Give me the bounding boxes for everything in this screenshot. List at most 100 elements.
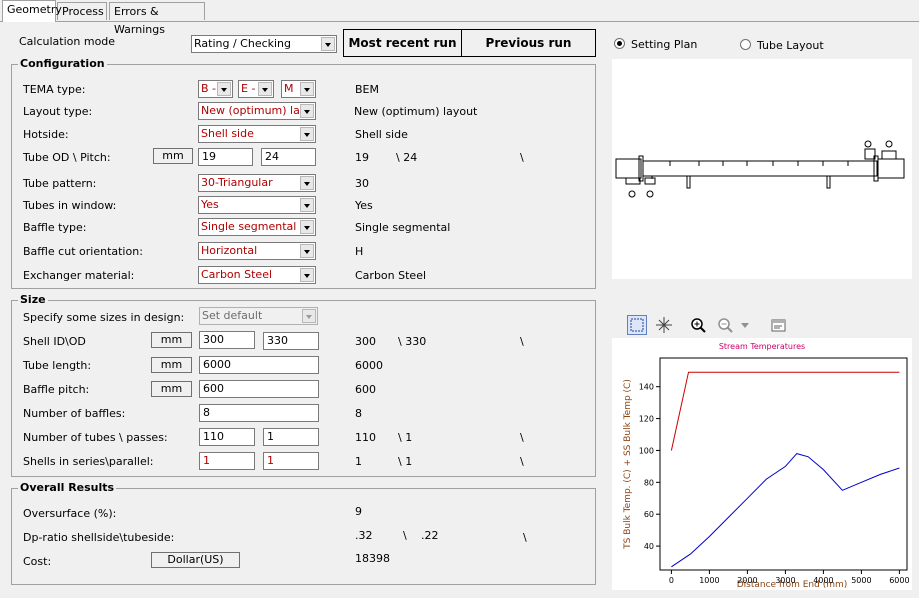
- crosshair-icon[interactable]: [654, 315, 674, 335]
- y-tick-label: 40: [644, 542, 654, 551]
- chart-title: Stream Temperatures: [719, 342, 805, 351]
- dp-ratio-tube: .22: [421, 529, 439, 542]
- baffle-pitch-value: 600: [203, 382, 224, 395]
- num-tubes-label: Number of tubes \ passes:: [23, 431, 168, 444]
- tube-pitch-value: 24: [265, 150, 279, 163]
- tube-pitch-result: \ 24: [396, 151, 418, 164]
- specify-sizes-select[interactable]: Set default: [199, 307, 318, 325]
- dp-ratio-sep: \: [403, 529, 407, 542]
- num-passes-input[interactable]: 1: [263, 428, 319, 446]
- tab-errors-warnings[interactable]: Errors & Warnings: [109, 2, 205, 36]
- shells-series-value: 1: [203, 454, 210, 467]
- tube-length-result: 6000: [355, 359, 383, 372]
- zoom-in-icon[interactable]: [688, 315, 708, 335]
- chart-ticks: 0 1000 2000 3000 4000 5000 6000 40 60 80 100 120 140: [639, 383, 910, 585]
- shell-unit-button[interactable]: mm: [151, 332, 192, 348]
- baffle-cut-select[interactable]: Horizontal: [198, 242, 316, 260]
- tema-shell-value: E -: [241, 82, 256, 95]
- num-tubes-input[interactable]: 110: [199, 428, 255, 446]
- tab-bar: Geometry Process Errors & Warnings: [0, 0, 919, 36]
- tube-length-input[interactable]: 6000: [199, 356, 319, 374]
- dp-ratio-shell: .32: [355, 529, 373, 542]
- chevron-down-icon: [302, 309, 316, 323]
- hotside-label: Hotside:: [23, 128, 69, 141]
- cost-unit-button[interactable]: Dollar(US): [151, 552, 240, 568]
- num-tubes-result-sep: \: [520, 431, 524, 444]
- tema-type-result: BEM: [355, 83, 379, 96]
- tube-od-pitch-label: Tube OD \ Pitch:: [23, 151, 111, 164]
- tube-pattern-label: Tube pattern:: [23, 177, 97, 190]
- tab-process-label: Process: [62, 5, 104, 18]
- setting-plan-panel: [612, 59, 912, 279]
- num-baffles-input[interactable]: 8: [199, 404, 319, 422]
- tube-od-input[interactable]: 19: [198, 148, 253, 166]
- x-tick-label: 1000: [699, 576, 719, 585]
- configuration-group: Configuration: [11, 57, 596, 289]
- baffle-pitch-input[interactable]: 600: [199, 380, 319, 398]
- baffle-pitch-result: 600: [355, 383, 376, 396]
- material-result: Carbon Steel: [355, 269, 427, 282]
- tema-rear-select[interactable]: M: [281, 80, 316, 98]
- num-passes-result: \ 1: [398, 431, 413, 444]
- calc-mode-select[interactable]: Rating / Checking: [191, 35, 337, 53]
- tema-shell-select[interactable]: E -: [238, 80, 274, 98]
- properties-icon[interactable]: [769, 315, 789, 335]
- chevron-down-icon: [300, 244, 314, 258]
- series-line-0: [670, 371, 900, 451]
- most-recent-run-button[interactable]: Most recent run: [343, 29, 462, 57]
- configuration-title: Configuration: [18, 57, 107, 70]
- baffle-pitch-unit-button[interactable]: mm: [151, 381, 192, 397]
- shells-series-result: 1: [355, 455, 362, 468]
- tube-od-result-sep: \: [520, 151, 524, 164]
- chart-toolbar: [612, 312, 912, 338]
- num-baffles-value: 8: [203, 406, 210, 419]
- x-tick-label: 6000: [889, 576, 909, 585]
- shell-od-value: 330: [267, 334, 288, 347]
- material-value: Carbon Steel: [201, 268, 273, 281]
- select-box-icon[interactable]: [627, 315, 647, 335]
- tema-front-select[interactable]: B -: [198, 80, 233, 98]
- baffle-type-result: Single segmental: [355, 221, 451, 234]
- shell-id-value: 300: [203, 333, 224, 346]
- tube-length-unit-button[interactable]: mm: [151, 357, 192, 373]
- hotside-select[interactable]: Shell side: [198, 125, 316, 143]
- layout-type-value: New (optimum) layout: [201, 104, 299, 117]
- chevron-down-icon: [217, 82, 231, 96]
- tube-layout-radio[interactable]: [740, 39, 751, 50]
- overall-results-title: Overall Results: [18, 481, 117, 494]
- dp-ratio-label: Dp-ratio shellside\tubeside:: [23, 531, 175, 544]
- x-tick-label: 3000: [775, 576, 795, 585]
- baffle-cut-value: Horizontal: [201, 244, 258, 257]
- shells-parallel-result: \ 1: [398, 455, 413, 468]
- dropdown-arrow-icon[interactable]: [738, 315, 752, 335]
- previous-run-button[interactable]: Previous run: [461, 29, 596, 57]
- tema-type-label: TEMA type:: [23, 83, 86, 96]
- baffle-pitch-label: Baffle pitch:: [23, 383, 90, 396]
- tema-front-value: B -: [201, 82, 217, 95]
- shell-id-input[interactable]: 300: [199, 331, 255, 349]
- shells-parallel-input[interactable]: 1: [263, 452, 319, 470]
- material-select[interactable]: Carbon Steel: [198, 266, 316, 284]
- tube-pitch-input[interactable]: 24: [261, 148, 316, 166]
- oversurface-label: Oversurface (%):: [23, 507, 117, 520]
- tab-process[interactable]: Process: [57, 2, 107, 20]
- chevron-down-icon: [300, 198, 314, 212]
- setting-plan-radio[interactable]: [614, 38, 625, 49]
- baffle-type-select[interactable]: Single segmental: [198, 218, 316, 236]
- shells-series-input[interactable]: 1: [199, 452, 255, 470]
- layout-type-select[interactable]: New (optimum) layout: [198, 102, 316, 120]
- tube-od-unit-button[interactable]: mm: [153, 148, 193, 164]
- baffle-cut-result: H: [355, 245, 364, 258]
- tube-pattern-select[interactable]: 30-Triangular: [198, 174, 316, 192]
- tubes-in-window-select[interactable]: Yes: [198, 196, 316, 214]
- size-group: Size: [11, 293, 596, 477]
- chevron-down-icon: [321, 37, 335, 51]
- tubes-in-window-label: Tubes in window:: [23, 199, 117, 212]
- shell-od-input[interactable]: 330: [263, 332, 319, 350]
- tubes-in-window-result: Yes: [355, 199, 373, 212]
- tab-geometry[interactable]: Geometry: [2, 0, 62, 22]
- layout-type-label: Layout type:: [23, 105, 93, 118]
- shell-id-od-label: Shell ID\OD: [23, 335, 86, 348]
- chevron-down-icon: [300, 268, 314, 282]
- zoom-out-icon[interactable]: [715, 315, 735, 335]
